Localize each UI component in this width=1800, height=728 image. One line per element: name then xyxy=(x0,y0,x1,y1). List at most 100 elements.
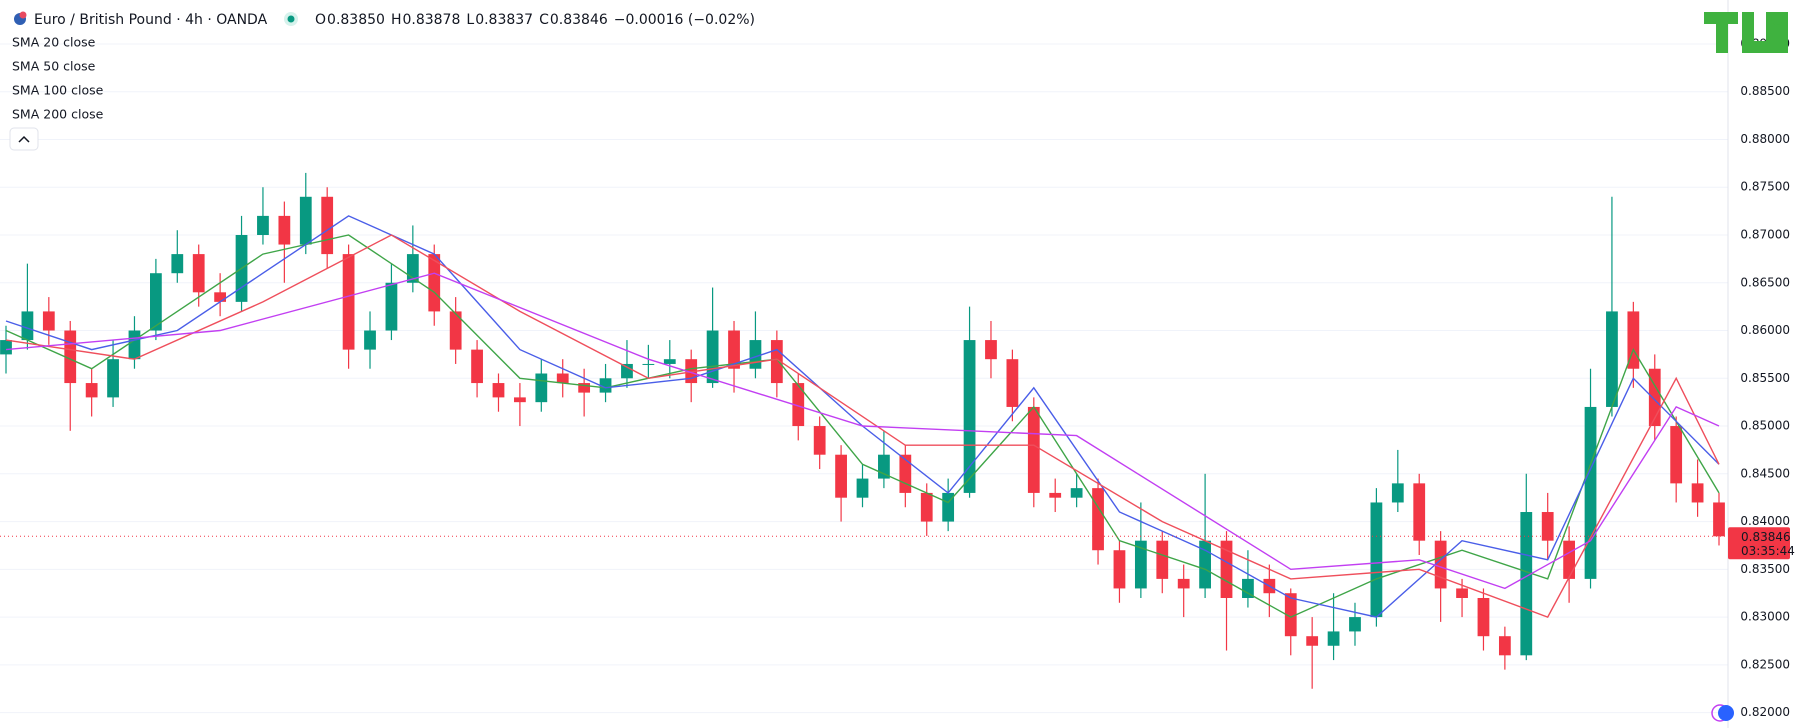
candle-body xyxy=(663,359,676,364)
legend-name: SMA xyxy=(12,107,40,122)
candle-body xyxy=(856,478,869,498)
candle-body xyxy=(1177,578,1190,589)
candle-body xyxy=(1606,311,1618,407)
candle-body xyxy=(1027,406,1040,493)
grid xyxy=(0,43,1728,714)
candle-body xyxy=(1648,368,1661,427)
candle-body xyxy=(1220,540,1233,598)
candle-body xyxy=(1541,512,1554,541)
candle-body xyxy=(342,254,355,350)
header: Euro / British Pound · 4h · OANDA O 0.838… xyxy=(14,11,755,28)
legend-params: 100 close xyxy=(43,83,103,98)
y-tick-label: 0.87500 xyxy=(1740,180,1790,194)
candle-body xyxy=(599,378,612,393)
candle-body xyxy=(64,330,77,384)
candle-body xyxy=(1327,631,1340,646)
candle-body xyxy=(1413,483,1426,541)
candle-body xyxy=(471,349,483,384)
candle-body xyxy=(1242,578,1254,598)
candle-body xyxy=(942,492,955,522)
candle-body xyxy=(1370,502,1383,618)
candle-body xyxy=(1434,540,1447,589)
y-tick-label: 0.84500 xyxy=(1740,466,1790,480)
candle-body xyxy=(1306,636,1319,646)
candle-body xyxy=(578,383,591,393)
candle-body xyxy=(1456,588,1468,598)
legend-params: 200 close xyxy=(43,107,103,122)
candle-body xyxy=(492,383,505,398)
candle-body xyxy=(920,492,933,522)
candle-body xyxy=(1092,488,1104,551)
candle-body xyxy=(1498,636,1511,656)
change: −0.00016 (−0.02%) xyxy=(614,12,755,28)
legend-params: 20 close xyxy=(43,35,95,50)
y-tick-label: 0.85500 xyxy=(1740,371,1790,385)
candle-body xyxy=(278,215,291,245)
candle-body xyxy=(1349,617,1361,632)
candle-body xyxy=(364,330,376,350)
legend-params: 50 close xyxy=(43,59,95,74)
y-tick-label: 0.86500 xyxy=(1740,275,1790,289)
market-status xyxy=(287,15,295,23)
candle-body xyxy=(299,196,312,245)
candle-body xyxy=(1113,550,1126,589)
candle-body xyxy=(1134,540,1147,589)
candle-body xyxy=(621,363,633,379)
last-price-tag xyxy=(1728,527,1790,560)
countdown: 03:35:44 xyxy=(1741,544,1795,558)
price-axis: 0.82000 0.82500 0.83000 0.83500 0.84000 0.845… xyxy=(1728,36,1795,719)
candle-body xyxy=(1520,512,1533,656)
candle-body xyxy=(1006,359,1019,407)
candle-body xyxy=(535,373,548,403)
candle-body xyxy=(1199,540,1211,589)
candle-body xyxy=(257,215,269,235)
tv-logo[interactable] xyxy=(1704,12,1788,53)
plot xyxy=(0,172,1728,689)
candle-body xyxy=(813,426,826,455)
candle-body xyxy=(21,311,34,341)
candle-body xyxy=(899,454,912,493)
candle-body xyxy=(1670,426,1683,484)
ohlc-value: 0.83850 xyxy=(327,12,385,28)
candle-body xyxy=(1713,502,1725,537)
y-tick-label: 0.86000 xyxy=(1740,323,1790,337)
sma-line xyxy=(5,234,1720,618)
candle-body xyxy=(985,340,997,360)
candle-body xyxy=(42,311,55,331)
candle-body xyxy=(685,359,698,384)
candle-body xyxy=(556,373,569,384)
candle-body xyxy=(1156,540,1169,579)
legend-name: SMA xyxy=(12,35,40,50)
candle-body xyxy=(428,254,441,312)
ohlc-label: C xyxy=(539,12,549,28)
legend-name: SMA xyxy=(12,83,40,98)
candle-body xyxy=(385,282,398,331)
candle-body xyxy=(107,359,119,398)
candle-body xyxy=(149,273,162,331)
candle-body xyxy=(128,330,141,360)
candle-body xyxy=(514,397,526,403)
candle-body xyxy=(1049,492,1062,498)
ohlc-label: O xyxy=(315,12,326,28)
candle-body xyxy=(1691,483,1704,503)
bottom-icon[interactable] xyxy=(1711,704,1734,722)
candle-body xyxy=(706,330,719,384)
ohlc-value: 0.83846 xyxy=(550,12,608,28)
ohlc-value: 0.83878 xyxy=(402,12,460,28)
symbol-title: Euro / British Pound · 4h · OANDA xyxy=(34,12,268,28)
candle-body xyxy=(85,383,98,398)
candle-body xyxy=(963,340,976,493)
y-tick-label: 0.82500 xyxy=(1740,657,1790,671)
y-tick-label: 0.88000 xyxy=(1740,132,1790,146)
candle-body xyxy=(770,340,783,384)
candle-body xyxy=(1563,540,1576,579)
candle-body xyxy=(792,383,805,427)
y-tick-label: 0.82000 xyxy=(1740,705,1790,719)
collapse-button[interactable] xyxy=(9,127,39,151)
y-tick-label: 0.85000 xyxy=(1740,419,1790,433)
candle-body xyxy=(1477,597,1490,637)
legend-name: SMA xyxy=(12,59,40,74)
